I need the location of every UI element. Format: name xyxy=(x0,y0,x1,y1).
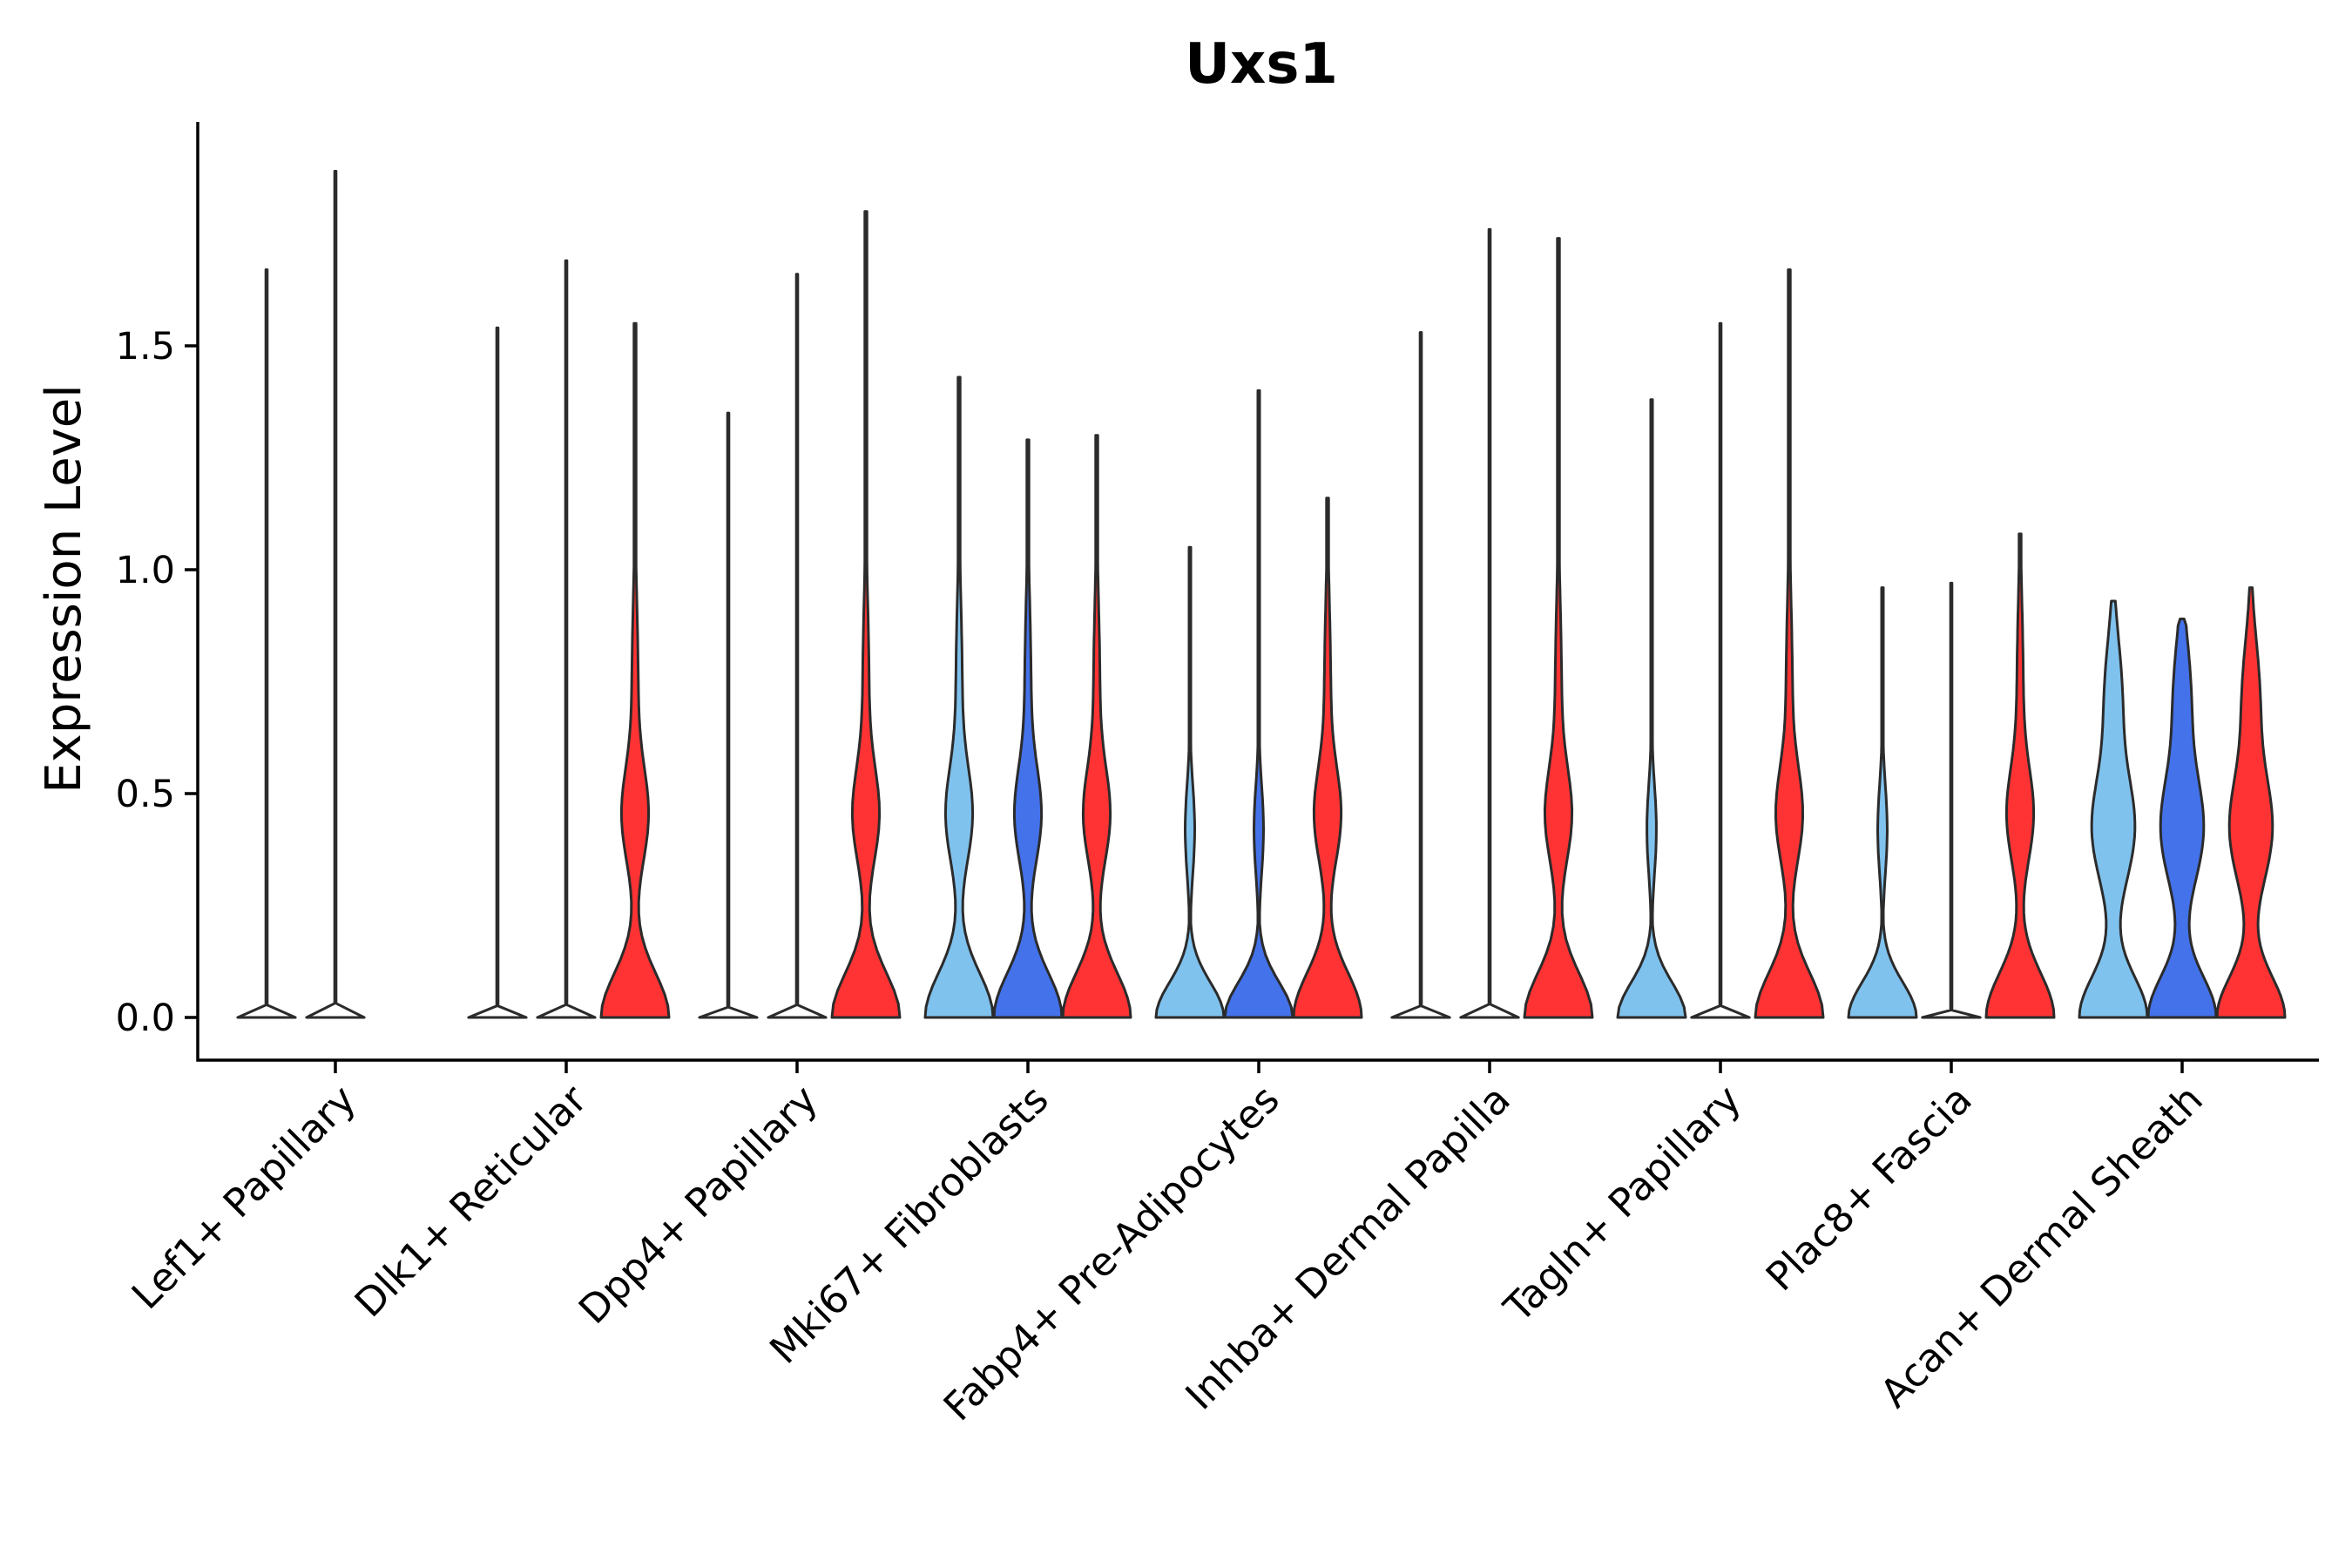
violin-group-1 xyxy=(236,268,297,1019)
violin-group-2 xyxy=(1223,389,1294,1019)
violin-group xyxy=(923,375,1132,1019)
violin-group xyxy=(1154,389,1363,1019)
violin-group xyxy=(236,170,366,1019)
chart-title: Uxs1 xyxy=(1185,32,1338,97)
violin-group-1 xyxy=(698,411,759,1019)
violin-group xyxy=(2078,586,2287,1019)
violin-group-3 xyxy=(1523,237,1594,1019)
violin-group-2 xyxy=(536,259,597,1019)
violin-group-1 xyxy=(2078,599,2149,1019)
plot-area xyxy=(236,170,2287,1019)
violin-group-3 xyxy=(1984,532,2056,1019)
violin-group-3 xyxy=(599,321,671,1019)
y-axis-label: Expression Level xyxy=(36,384,92,794)
violin-group-2 xyxy=(1459,227,1520,1019)
violin-group-2 xyxy=(1690,321,1751,1019)
violin-group-3 xyxy=(1292,497,1363,1019)
violin-group-3 xyxy=(830,210,902,1019)
violin-group-2 xyxy=(992,438,1064,1019)
x-tick-label: Dlk1+ Reticular xyxy=(346,1076,596,1326)
x-tick-label: Lef1+ Papillary xyxy=(123,1076,365,1318)
violin-group-1 xyxy=(1847,586,1918,1019)
violin-group xyxy=(1390,227,1594,1019)
violin-group-3 xyxy=(1061,434,1132,1019)
y-tick-label: 1.5 xyxy=(116,325,175,368)
violin-group xyxy=(1616,268,1825,1019)
x-tick-label: Dpp4+ Papillary xyxy=(570,1076,827,1333)
violin-group-1 xyxy=(467,326,528,1019)
y-tick-label: 1.0 xyxy=(116,549,175,592)
violin-group-1 xyxy=(1154,545,1226,1019)
violin-group-1 xyxy=(923,375,995,1019)
violin-group-2 xyxy=(1921,581,1982,1019)
violin-group-2 xyxy=(305,170,366,1019)
y-tick-label: 0.0 xyxy=(116,997,175,1040)
violin-group-2 xyxy=(2146,618,2218,1019)
y-tick-label: 0.5 xyxy=(116,773,175,816)
violin-group-1 xyxy=(1390,331,1451,1019)
violin-group-3 xyxy=(2215,586,2287,1019)
violin-group xyxy=(467,259,671,1019)
violin-group xyxy=(698,210,902,1019)
axis-lines xyxy=(196,122,2319,1062)
violin-group-3 xyxy=(1754,268,1825,1019)
violin-group xyxy=(1847,532,2056,1019)
x-tick-label: Plac8+ Fascia xyxy=(1757,1076,1981,1300)
violin-group-2 xyxy=(767,273,828,1019)
x-tick-label: Tagln+ Papillary xyxy=(1495,1076,1750,1331)
violin-group-1 xyxy=(1616,398,1687,1019)
